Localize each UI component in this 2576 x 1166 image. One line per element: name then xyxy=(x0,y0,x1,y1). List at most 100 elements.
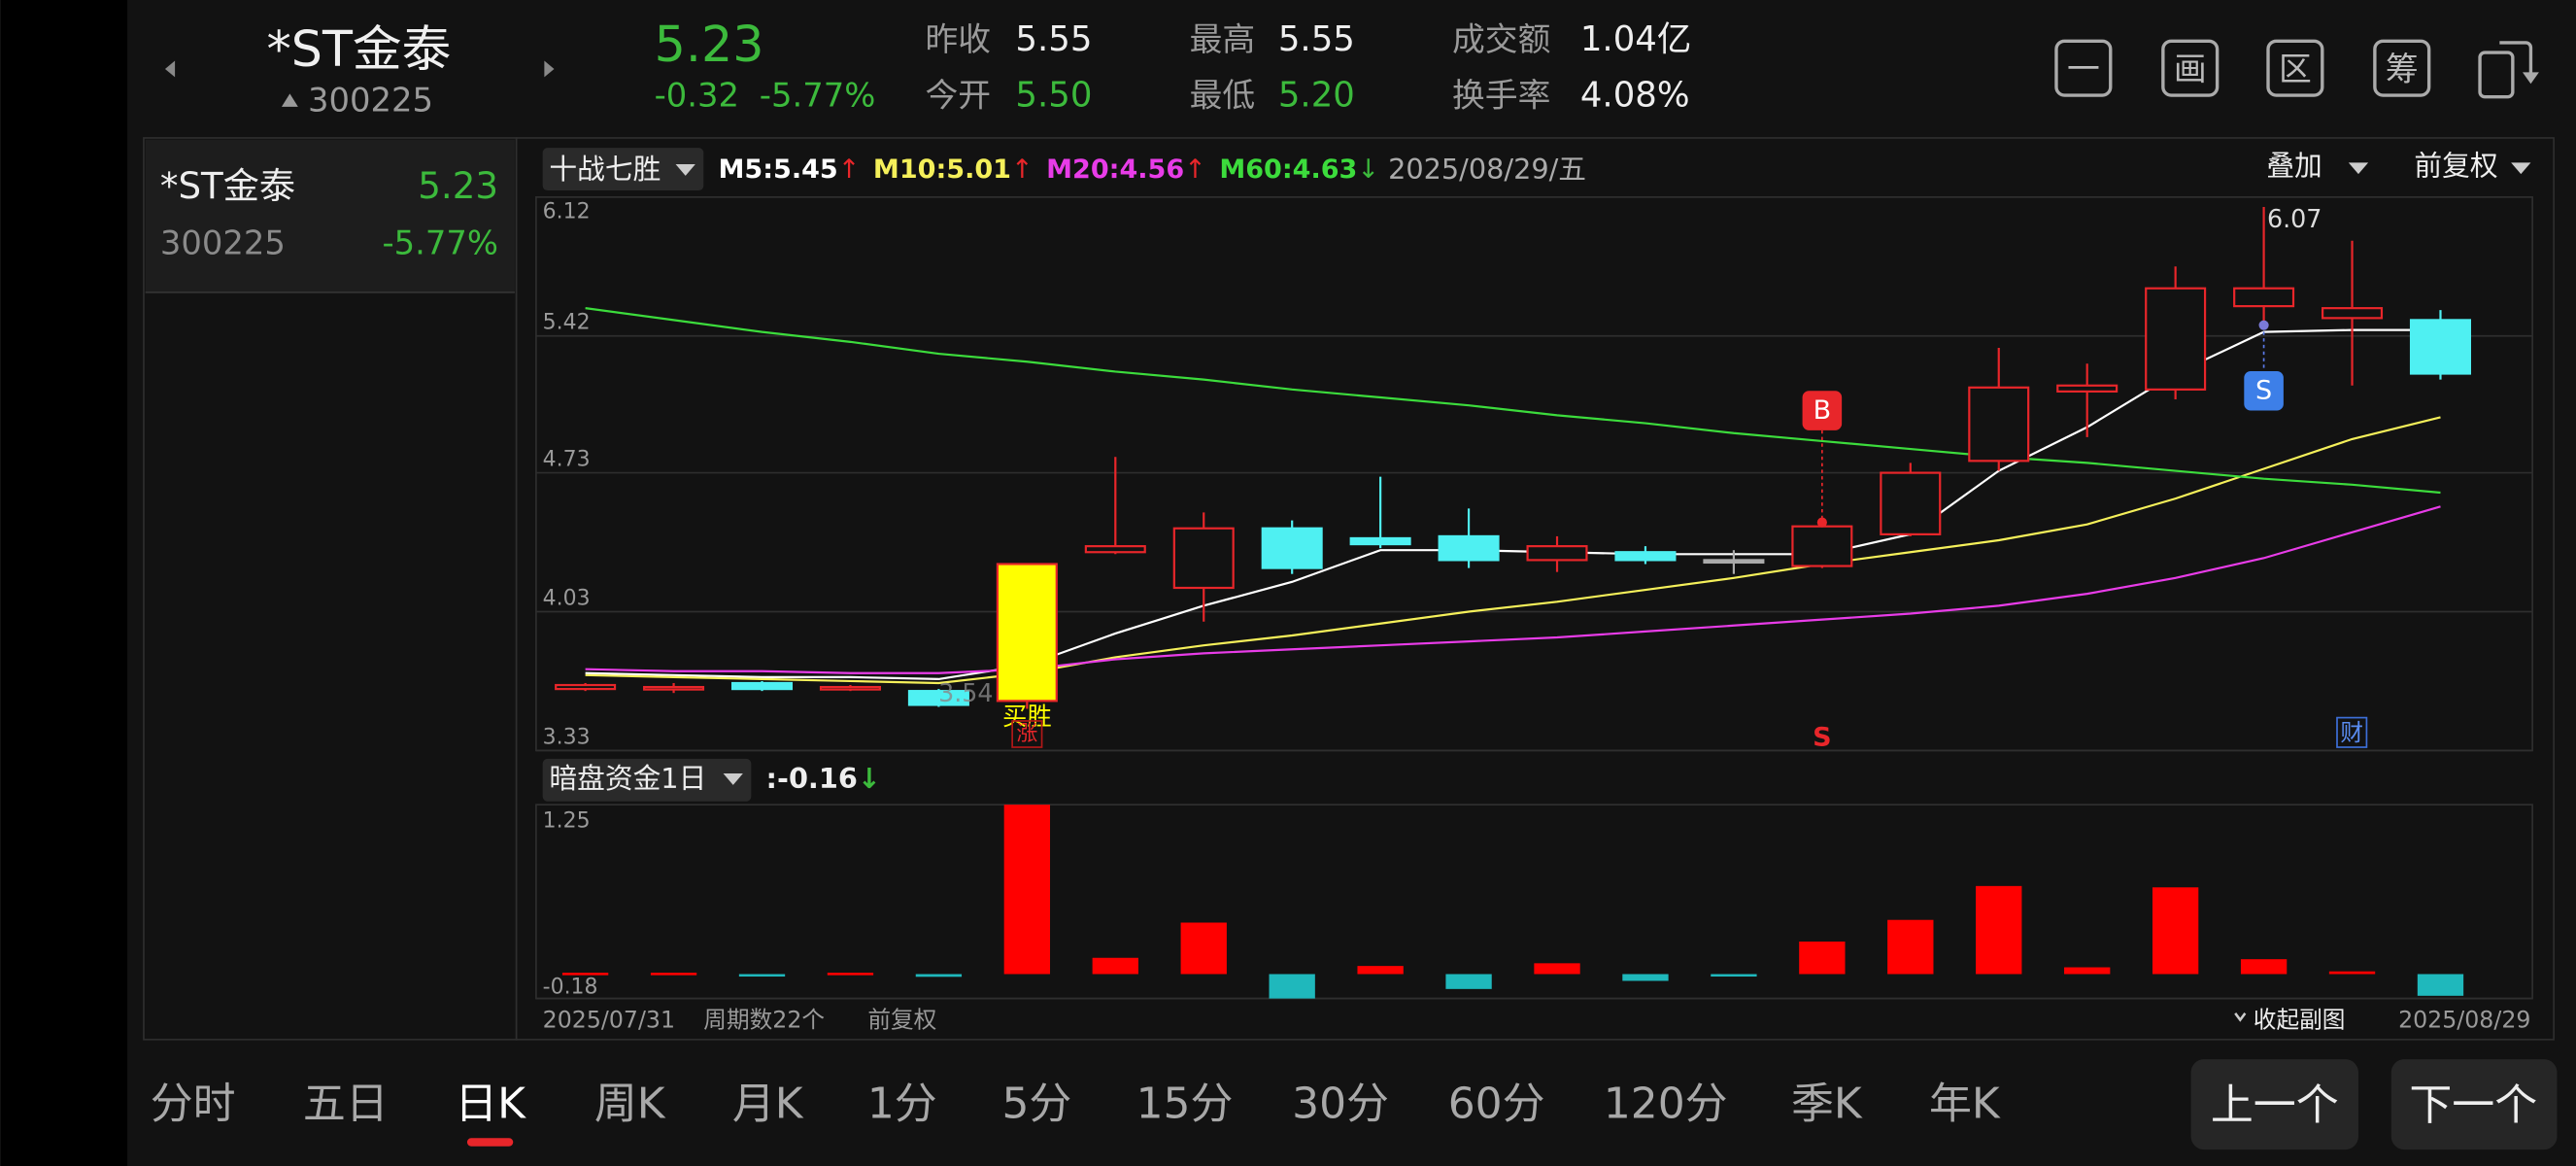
prev-stock-arrow[interactable] xyxy=(164,60,176,78)
marker-b: B xyxy=(1813,395,1832,426)
candle-body xyxy=(2322,307,2384,320)
ma-legend-name: M60: xyxy=(1219,154,1292,185)
ma-line xyxy=(585,307,2441,495)
ma-legend-name: M20: xyxy=(1046,154,1119,185)
candle-body xyxy=(1880,471,1942,535)
candle-body xyxy=(2409,319,2471,375)
period-tab[interactable]: 日K xyxy=(455,1079,526,1128)
sub-bar xyxy=(1445,974,1492,989)
ma-legend-trend: ↑ xyxy=(838,154,861,185)
sub-indicator-name: 暗盘资金1日 xyxy=(549,762,706,795)
last-date: 2025/08/29 xyxy=(2398,1007,2530,1034)
watch-name: *ST金泰 xyxy=(160,164,295,207)
rotate-arrow xyxy=(2522,72,2539,85)
period-tab[interactable]: 五日 xyxy=(303,1079,389,1128)
y-tick-label: 3.33 xyxy=(543,725,591,749)
candle-body xyxy=(907,690,969,706)
dropdown-arrow xyxy=(675,164,695,176)
period-tab[interactable]: 季K xyxy=(1791,1079,1863,1128)
ma-legend-value: 5.45 xyxy=(773,154,838,185)
ma-legend-value: 4.63 xyxy=(1293,154,1358,185)
ma-legend-value: 4.56 xyxy=(1119,154,1184,185)
toolbar-icon[interactable] xyxy=(2373,39,2431,97)
left-edge xyxy=(0,0,128,1166)
rotate-icon[interactable] xyxy=(2478,41,2539,99)
period-tab[interactable]: 60分 xyxy=(1448,1079,1545,1128)
sub-bar xyxy=(827,973,874,976)
low-label: 3.54 xyxy=(938,678,993,707)
sub-bar xyxy=(2328,971,2376,975)
period-tab[interactable]: 月K xyxy=(732,1079,804,1128)
candle-body xyxy=(2056,384,2118,393)
sub-indicator-select[interactable] xyxy=(542,758,752,802)
limit-up-box xyxy=(1011,720,1043,748)
signal-s: S xyxy=(1813,722,1831,752)
period-tab[interactable]: 分时 xyxy=(151,1079,236,1128)
marker-s-dot xyxy=(2258,320,2269,330)
y-tick-label: 4.73 xyxy=(543,448,591,472)
y-tick-label: 4.03 xyxy=(543,586,591,610)
toolbar-icon[interactable] xyxy=(2266,39,2324,97)
ma-legend-name: M10: xyxy=(873,154,946,185)
candle-body xyxy=(996,563,1058,703)
indicator-name: 十战七胜 xyxy=(549,153,661,186)
sub-bar xyxy=(1799,942,1846,975)
phone-icon xyxy=(2478,51,2515,99)
candle-body xyxy=(2233,287,2295,308)
watchlist-item[interactable] xyxy=(145,139,515,292)
indicator-select[interactable] xyxy=(542,148,704,191)
candle-body xyxy=(1526,545,1588,562)
ma-line xyxy=(585,416,2441,685)
ma-legend-name: M5: xyxy=(719,154,774,185)
candle-body xyxy=(1438,534,1500,562)
sub-bar xyxy=(2417,974,2464,996)
ma-legend: M5:5.45↑ M10:5.01↑ M20:4.56↑ M60:4.63↓ xyxy=(719,154,1380,185)
candle-body xyxy=(643,685,705,691)
dropdown-arrow xyxy=(723,773,743,785)
next-button[interactable] xyxy=(2390,1059,2558,1150)
period-tab[interactable]: 15分 xyxy=(1136,1079,1234,1128)
active-tab-indicator xyxy=(466,1138,514,1147)
ma-lines xyxy=(585,307,2441,685)
toolbar-icon[interactable] xyxy=(2161,39,2220,97)
ma-line xyxy=(585,505,2441,674)
sub-bar xyxy=(1269,974,1315,999)
marker-b-dot xyxy=(1816,517,1827,528)
dropdown-arrow xyxy=(2511,162,2531,175)
stat-value: 5.50 xyxy=(1015,76,1092,116)
period-tab[interactable]: 周K xyxy=(594,1079,666,1128)
overlay-button[interactable]: 叠加 xyxy=(2266,150,2322,183)
period-tab[interactable]: 30分 xyxy=(1292,1079,1389,1128)
candles xyxy=(555,207,2471,709)
period-tab[interactable]: 5分 xyxy=(1001,1079,1071,1128)
adjust-button[interactable]: 前复权 xyxy=(2414,150,2497,183)
high-label: 6.07 xyxy=(2267,204,2322,233)
sub-bar xyxy=(1887,919,1934,975)
prev-button[interactable] xyxy=(2190,1059,2358,1150)
stat-label: 最低 xyxy=(1190,77,1256,115)
candle-body xyxy=(1791,525,1853,567)
period-tab[interactable]: 120分 xyxy=(1604,1079,1728,1128)
next-stock-arrow[interactable] xyxy=(544,60,555,78)
ma-line xyxy=(585,328,2441,681)
collapse-sub[interactable]: 收起副图 xyxy=(2254,1007,2346,1034)
stat-label: 换手率 xyxy=(1452,77,1550,115)
candle-body xyxy=(1614,551,1677,562)
stat-label: 成交额 xyxy=(1452,20,1550,58)
candle-body xyxy=(1968,386,2030,463)
price-change: -0.32 xyxy=(655,77,739,115)
sub-bar xyxy=(561,973,609,976)
period-tab[interactable]: 年K xyxy=(1929,1079,2001,1128)
watch-change: -5.77% xyxy=(382,224,498,262)
stat-label: 昨收 xyxy=(925,20,991,58)
period-tab[interactable]: 1分 xyxy=(867,1079,937,1128)
marker-b-box xyxy=(1802,391,1843,430)
sub-bar xyxy=(1180,922,1227,975)
toolbar-icon[interactable] xyxy=(2054,39,2113,97)
candle-body xyxy=(1349,536,1411,546)
sub-trend: ↓ xyxy=(858,762,881,795)
limit-up-label: 涨 xyxy=(1016,722,1037,746)
sub-grid: 1.25 -0.18 xyxy=(535,804,2533,1000)
